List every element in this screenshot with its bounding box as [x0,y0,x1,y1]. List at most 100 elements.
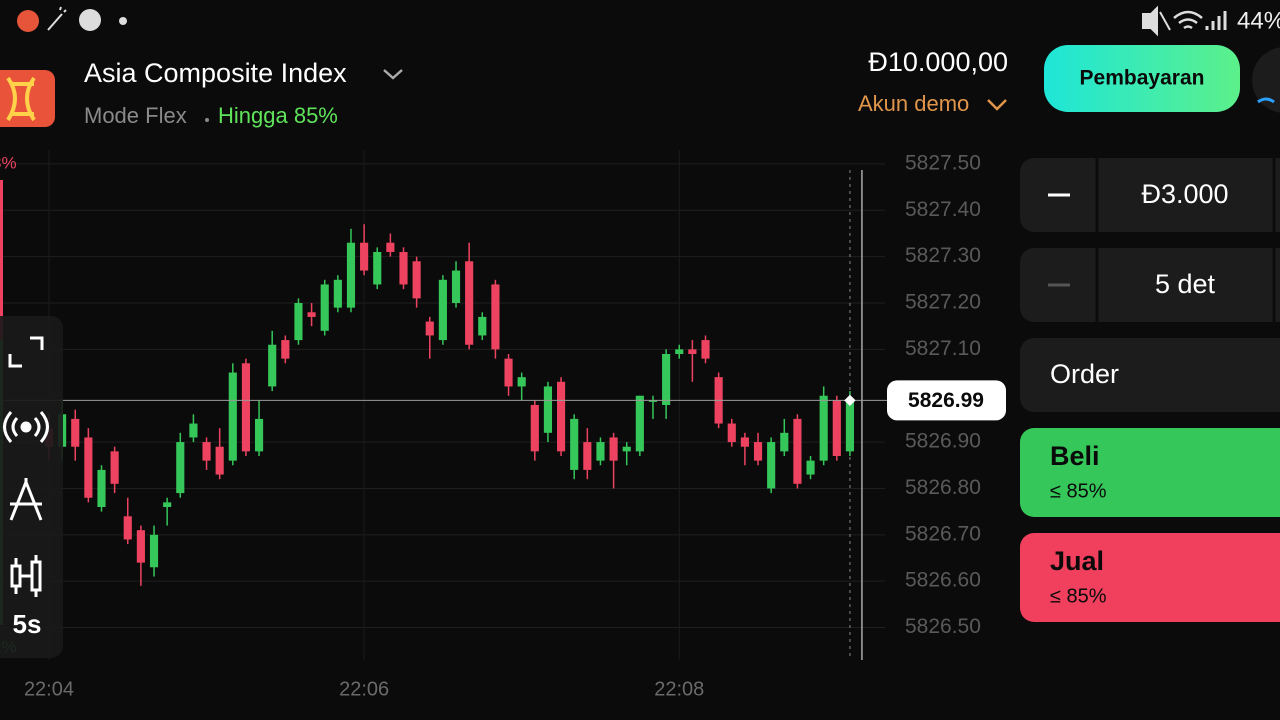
plot-area [0,150,885,660]
candle-body [622,446,631,452]
buy-button[interactable] [1020,428,1280,517]
order-field[interactable] [1020,338,1280,412]
battery-level: 44% [1237,7,1280,34]
duration-field[interactable] [1020,248,1280,322]
buy-label[interactable]: Beli [1050,441,1100,471]
profile-icon [1257,97,1275,104]
y-tick-label: 5827.10 [905,337,981,360]
candle-body [373,252,382,285]
candle-body [136,530,145,563]
drawing-tools-button[interactable] [9,478,43,521]
candle-body [97,469,106,507]
y-tick-label: 5827.30 [905,244,981,267]
candle-body [688,349,697,354]
status-icon [17,10,39,32]
order-label[interactable]: Order [1050,359,1119,389]
y-tick-label: 5826.90 [905,430,981,453]
y-tick-label: 5827.40 [905,198,981,221]
candle-body [333,279,342,308]
candle-body [228,372,237,461]
account-type[interactable]: Akun demo [858,91,969,116]
y-tick-label: 5826.80 [905,476,981,499]
x-tick-label: 22:04 [24,678,74,700]
profile-button[interactable] [1252,47,1280,113]
amount-value[interactable]: Đ3.000 [1141,179,1228,209]
candle-body [176,442,185,494]
status-icon [47,6,67,31]
amount-field[interactable] [1020,158,1280,232]
x-tick-label: 22:06 [339,678,389,700]
status-icon [79,9,101,31]
candle-body [110,451,119,484]
candle-body [753,442,763,461]
candle-body [635,395,644,452]
candle-body [701,340,710,359]
candle-body [543,386,553,433]
current-price-dot [844,394,856,407]
chart-type-button[interactable] [10,555,42,597]
sell-button[interactable] [1020,533,1280,622]
candle-body [465,261,474,345]
payout-label: Hingga 85% [218,103,338,128]
candle-body [71,418,80,447]
candle-body [281,340,290,359]
candle-body [504,358,513,387]
account-chevron[interactable] [987,99,1007,111]
sell-payout[interactable]: ≤ 85% [1050,585,1107,607]
candle-body [412,261,421,299]
toolbar-panel [0,316,63,658]
deposit-button-label[interactable]: Pembayaran [1080,67,1205,90]
candle-body [648,400,658,402]
mode-label: Mode Flex [84,103,187,128]
candle-body [570,418,579,470]
fullscreen-button[interactable] [8,336,44,368]
chart: 5826.50 5826.60 5826.70 5826.80 5826.90 5827.… [0,150,1006,700]
candle-body [530,405,539,452]
timeframe-button[interactable]: 5s [13,609,42,639]
y-tick-label: 5826.60 [905,569,981,592]
asset-emblem [6,76,36,122]
candle-body [727,423,736,443]
candle-body [438,279,447,341]
y-tick-label: 5826.50 [905,615,981,638]
sentiment-sell-bar [0,180,3,340]
y-tick-label: 5827.50 [905,151,981,174]
candle-body [806,460,815,475]
buy-payout[interactable]: ≤ 85% [1050,480,1107,502]
candle-body [780,432,789,452]
candle-body [517,377,526,387]
candle-body [202,442,211,461]
current-price-badge [887,380,1006,421]
deposit-button[interactable] [1044,45,1240,112]
signals-button[interactable] [3,411,49,443]
candle-body [84,437,93,498]
candle-body [294,303,303,341]
candle-body [123,516,132,540]
left-toolbar: 3% 2% 5s [0,153,63,658]
wifi-icon [1173,10,1203,30]
dropdown-chevron[interactable] [383,69,403,80]
asset-title[interactable]: Asia Composite Index [84,58,347,88]
status-icon [119,17,127,25]
x-tick-label: 22:08 [654,678,704,700]
candle-body [675,349,684,354]
candle-body [491,284,500,350]
candle-body [307,312,316,317]
candle-body [556,381,566,452]
candle-body [425,321,434,336]
candle-body [793,418,802,484]
candle-body [583,442,592,470]
separator-dot [205,118,209,122]
candle-body [189,423,198,438]
candle-body [740,437,749,447]
status-bar: 44% [17,5,1280,37]
candle-body [819,395,828,461]
candle-body [360,242,369,271]
sell-label[interactable]: Jual [1050,546,1104,576]
trade-panel: Đ3.000 5 det Order Beli ≤ 85% Jual ≤ 85% [1020,158,1280,622]
candle-body [596,442,605,461]
candle-body [254,418,264,452]
balance: Đ10.000,00 [868,47,1008,77]
duration-value[interactable]: 5 det [1155,269,1216,299]
